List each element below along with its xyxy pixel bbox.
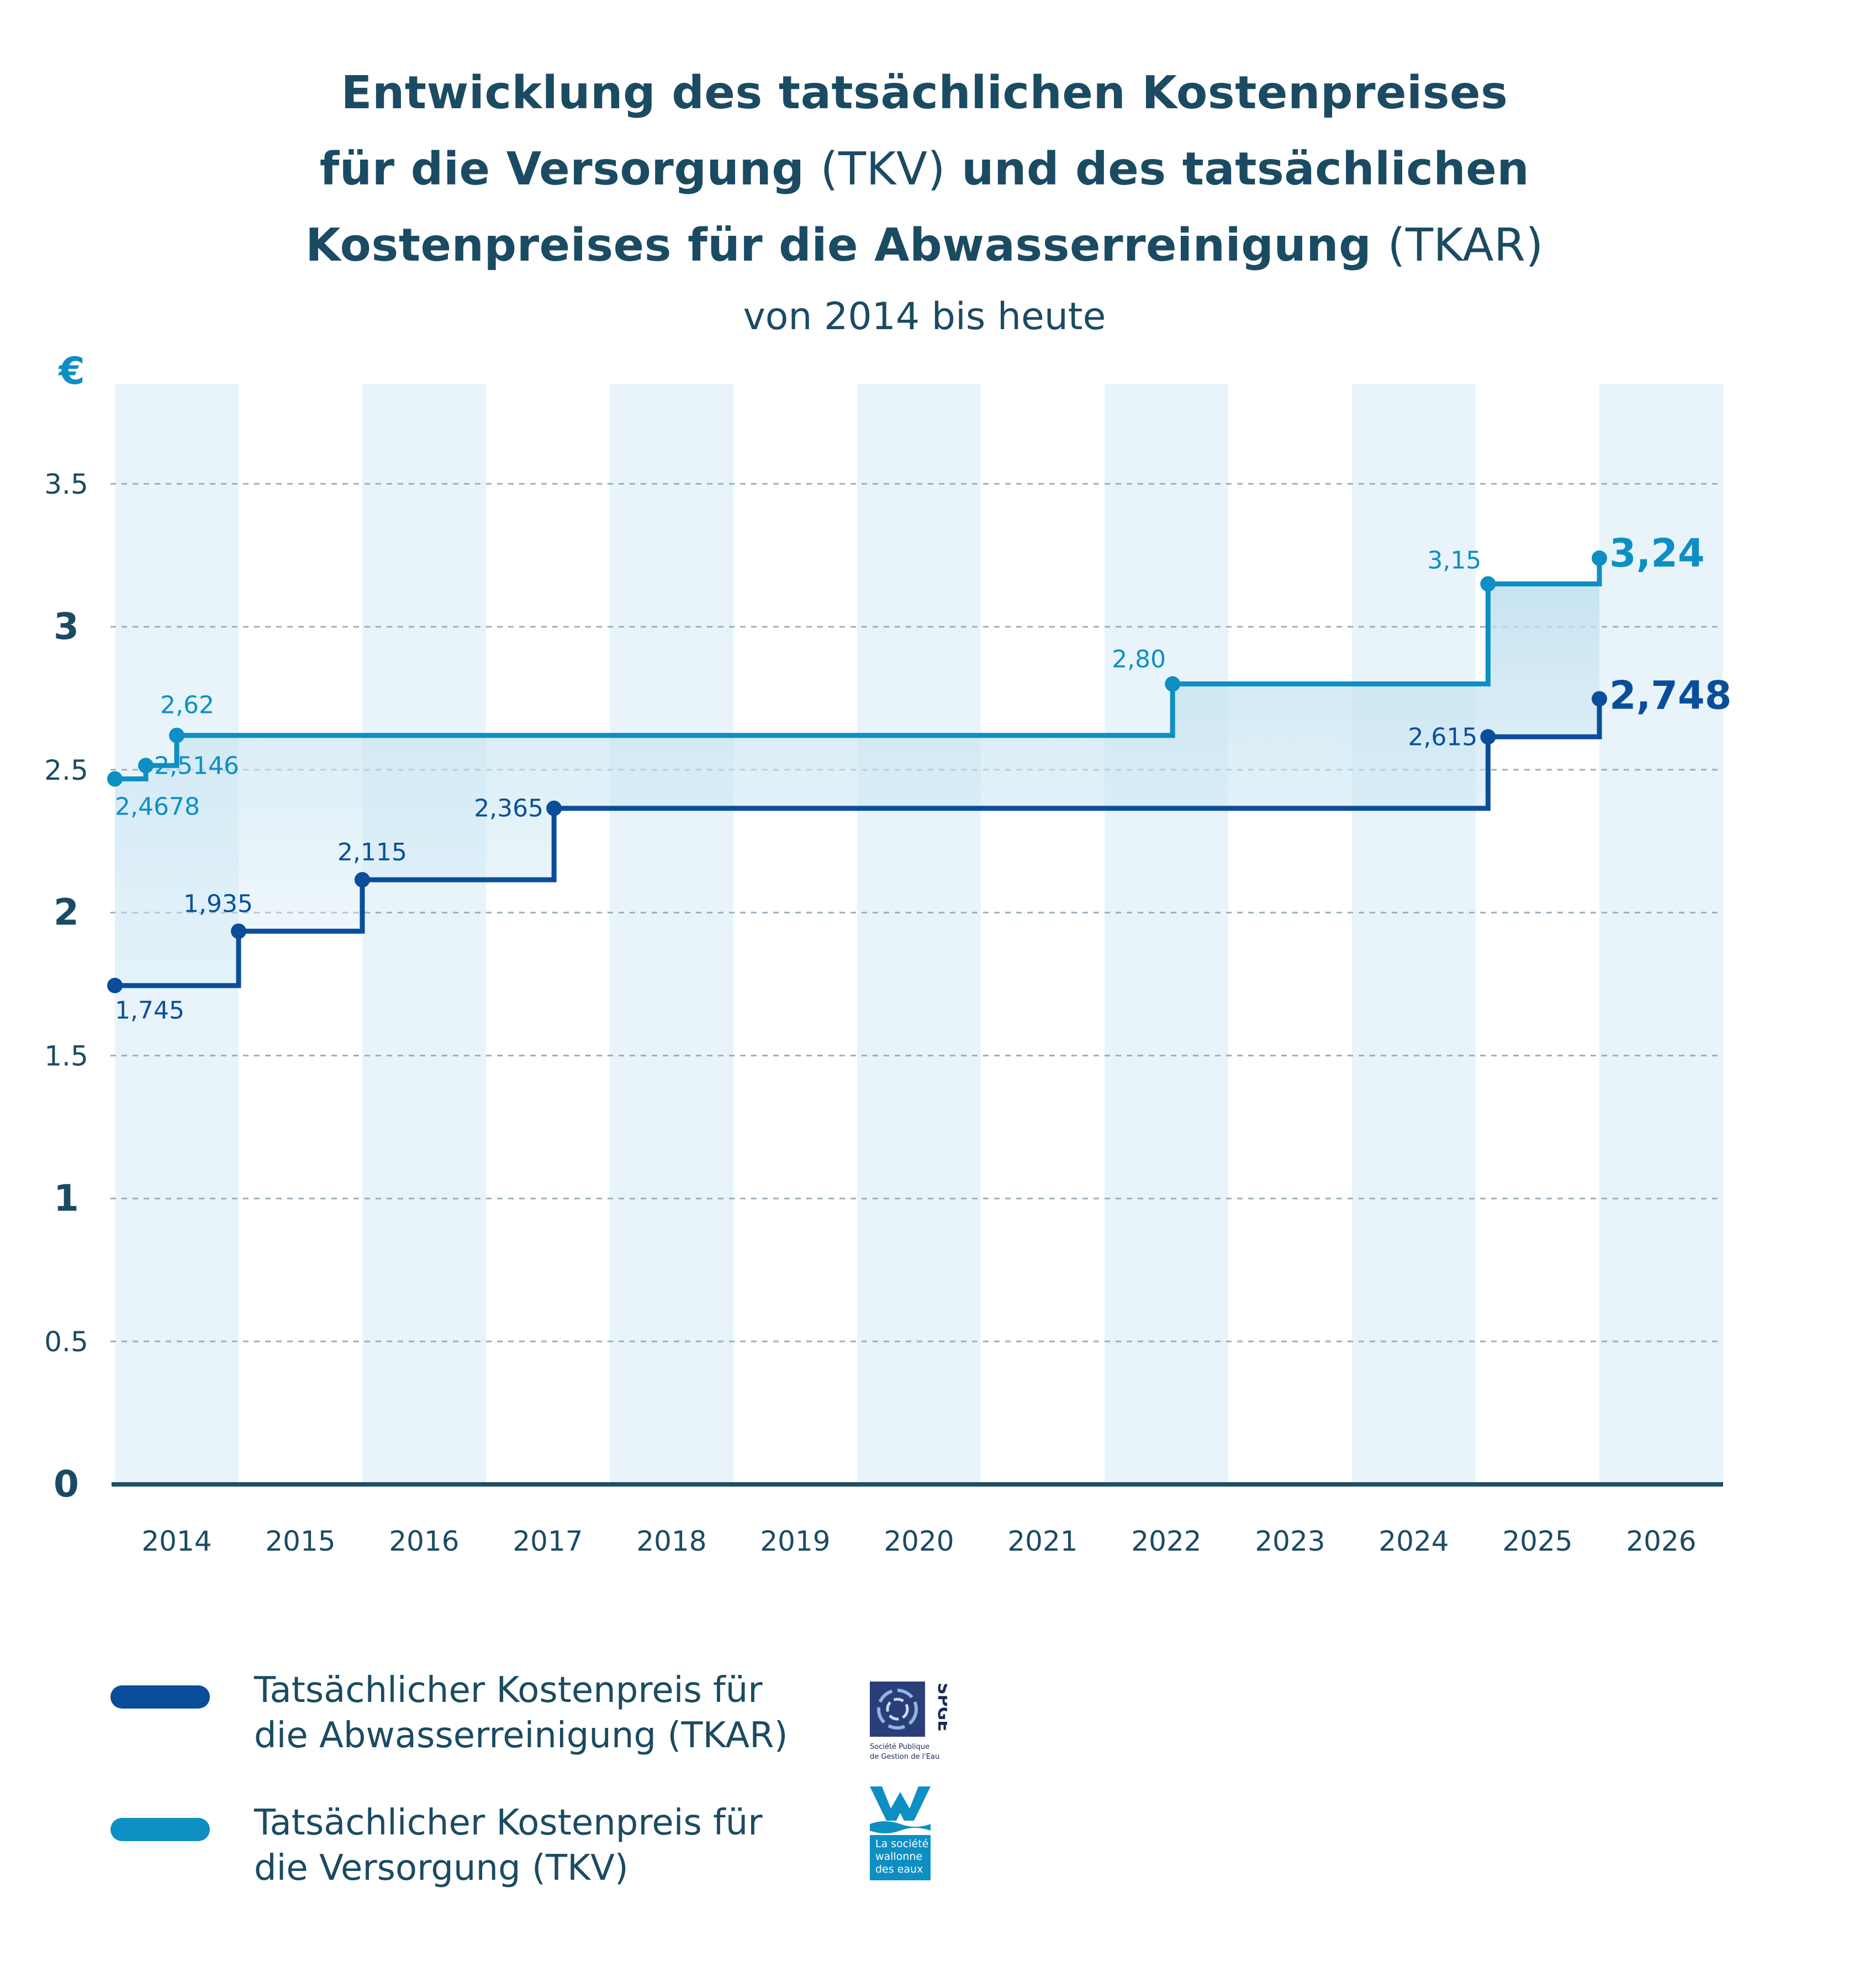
legend-item-tkar: Tatsächlicher Kostenpreis für die Abwass… (110, 1668, 850, 1758)
x-tick-label-2016: 2016 (389, 1525, 459, 1557)
series-points (107, 550, 1607, 993)
point-tkar-4 (1480, 729, 1496, 745)
y-axis-ticks: 0 0.5 1 1.5 2 2.5 3 3.5 (44, 468, 88, 1505)
spge-logo-name: SPGE (934, 1683, 947, 1732)
data-label-tkv-3: 2,80 (1112, 646, 1166, 674)
y-tick-label-3.5: 3.5 (44, 468, 88, 500)
title-tkar-abbr: (TKAR) (1387, 219, 1544, 272)
legend-swatch-tkv (110, 1818, 210, 1841)
x-tick-label-2017: 2017 (513, 1525, 583, 1557)
point-tkar-1 (231, 923, 246, 939)
data-label-tkar-3: 2,365 (474, 795, 543, 823)
chart-subtitle: von 2014 bis heute (743, 295, 1106, 339)
series-line-tkar (115, 699, 1602, 988)
step-line-chart: 00.511.522.533.5 2014 2015 2016 2017 2018 201… (44, 350, 1731, 1557)
data-label-tkar-5: 2,748 (1609, 673, 1731, 718)
point-tkv-3 (1165, 676, 1181, 692)
x-tick-label-2019: 2019 (760, 1525, 830, 1557)
legend-item-tkv: Tatsächlicher Kostenpreis für die Versor… (110, 1800, 850, 1891)
title-block: Entwicklung des tatsächlichen Kostenprei… (0, 55, 1849, 345)
point-tkar-3 (546, 800, 562, 816)
data-label-tkv-1: 2,5146 (154, 752, 239, 780)
year-band-2016 (362, 384, 486, 1484)
data-label-tkv-2: 2,62 (160, 691, 214, 720)
y-axis-unit-label: € (57, 350, 84, 393)
x-tick-label-2014: 2014 (141, 1525, 212, 1557)
data-label-tkar-2: 2,115 (337, 838, 407, 866)
year-band-2026 (1599, 384, 1723, 1484)
spge-caption-2: de Gestion de l'Eau (870, 1753, 939, 1761)
year-band-2020 (857, 384, 981, 1484)
data-label-tkv-4: 3,15 (1427, 546, 1481, 574)
chart-title-line-2: für die Versorgung (TKV) und des tatsäch… (0, 131, 1849, 208)
year-bands (115, 384, 1723, 1484)
x-tick-label-2025: 2025 (1502, 1525, 1572, 1557)
chart-title-line-3: Kostenpreises für die Abwasserreinigung … (0, 208, 1849, 284)
year-band-2024 (1352, 384, 1476, 1484)
point-tkar-2 (355, 872, 370, 888)
swde-line-2: wallonne (875, 1850, 922, 1863)
title-line-3-bold: Kostenpreises für die Abwasserreinigung (305, 219, 1372, 272)
swde-text-box (870, 1835, 931, 1880)
point-tkv-1 (138, 758, 154, 774)
year-band-2022 (1105, 384, 1228, 1484)
x-tick-label-2021: 2021 (1007, 1525, 1077, 1557)
legend-label-tkar-line1: Tatsächlicher Kostenpreis für (254, 1670, 763, 1711)
legend-label-tkv-line2: die Versorgung (TKV) (254, 1848, 628, 1889)
data-labels: 1,745 1,935 2,115 2,365 2,615 2,748 2,4678 2,51… (115, 531, 1731, 1025)
swde-w-icon (870, 1786, 931, 1821)
y-tick-label-1.5: 1.5 (44, 1040, 88, 1072)
swde-wave-icon (870, 1821, 931, 1833)
x-tick-label-2023: 2023 (1255, 1525, 1325, 1557)
x-axis-ticks: 2014 2015 2016 2017 2018 2019 2020 2021 2022 2023… (141, 1525, 1696, 1557)
title-line-2-bold-a: für die Versorgung (319, 143, 805, 195)
point-tkar-0 (107, 977, 123, 993)
x-tick-label-2022: 2022 (1131, 1525, 1201, 1557)
data-label-tkar-4: 2,615 (1408, 723, 1477, 751)
spge-logo: SPGE Société Publique de Gestion de l'Ea… (870, 1682, 947, 1761)
legend-label-tkar-line2: die Abwasserreinigung (TKAR) (254, 1715, 788, 1756)
data-label-tkv-0: 2,4678 (115, 793, 200, 821)
y-tick-label-0.5: 0.5 (44, 1326, 88, 1358)
x-tick-label-2020: 2020 (884, 1525, 954, 1557)
chart-title-line-1: Entwicklung des tatsächlichen Kostenprei… (341, 67, 1508, 119)
legend-label-tkv: Tatsächlicher Kostenpreis für die Versor… (254, 1800, 850, 1891)
year-band-2018 (610, 384, 733, 1484)
y-tick-label-1: 1 (54, 1177, 79, 1219)
legend-label-tkar: Tatsächlicher Kostenpreis für die Abwass… (254, 1668, 850, 1758)
legend-swatch-tkar (110, 1685, 210, 1709)
point-tkv-2 (169, 727, 184, 743)
swde-line-1: La société (875, 1838, 928, 1850)
point-tkv-5 (1592, 550, 1607, 566)
spge-caption-1: Société Publique (870, 1743, 929, 1751)
point-tkv-4 (1480, 576, 1496, 592)
x-tick-label-2018: 2018 (636, 1525, 706, 1557)
x-tick-label-2026: 2026 (1626, 1525, 1696, 1557)
swde-line-3: des eaux (875, 1863, 923, 1875)
y-tick-label-0: 0 (54, 1463, 79, 1505)
x-tick-label-2024: 2024 (1378, 1525, 1449, 1557)
swde-logo: La société wallonne des eaux (870, 1786, 931, 1880)
data-label-tkv-5: 3,24 (1609, 531, 1705, 576)
legend-label-tkv-line1: Tatsächlicher Kostenpreis für (254, 1802, 763, 1843)
y-tick-label-2: 2 (54, 891, 79, 934)
title-tkv-abbr: (TKV) (820, 143, 945, 195)
y-tick-label-3: 3 (54, 605, 79, 648)
data-label-tkar-0: 1,745 (115, 997, 184, 1025)
point-tkv-0 (107, 771, 123, 787)
spge-swirl-inner-icon (886, 1698, 909, 1721)
title-line-2-bold-b: und des tatsächlichen (962, 143, 1530, 195)
point-tkar-5 (1592, 691, 1607, 707)
y-tick-label-2.5: 2.5 (44, 754, 88, 786)
spge-swirl-icon (877, 1689, 918, 1730)
data-label-tkar-1: 1,935 (183, 890, 253, 918)
x-tick-label-2015: 2015 (265, 1525, 335, 1557)
